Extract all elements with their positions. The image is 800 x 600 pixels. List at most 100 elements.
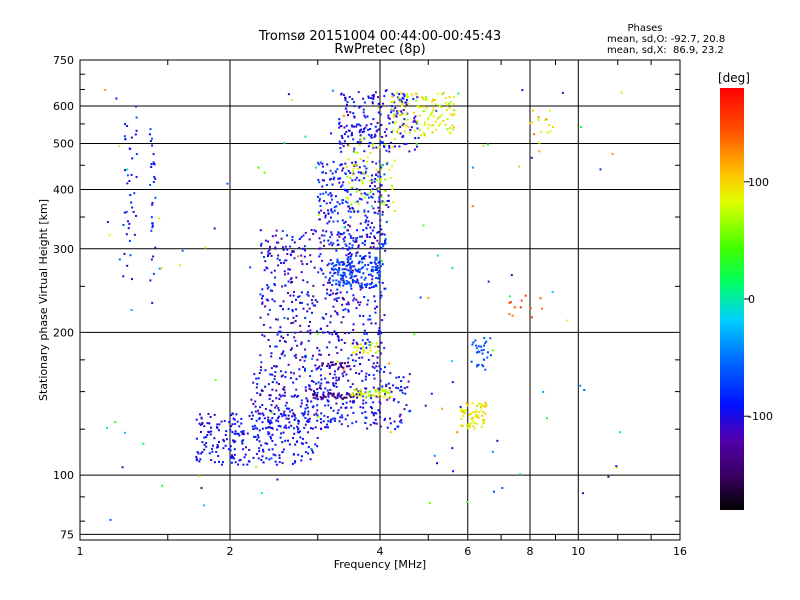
data-point — [204, 246, 207, 249]
data-point — [306, 263, 308, 265]
data-point — [275, 345, 278, 348]
data-point — [130, 173, 133, 176]
y-tick-label: 400 — [53, 184, 74, 197]
data-point — [213, 461, 216, 464]
data-point — [195, 418, 198, 421]
data-point — [317, 367, 320, 370]
data-point — [318, 349, 321, 352]
data-point — [426, 118, 429, 121]
data-point — [351, 98, 354, 101]
data-point — [264, 385, 267, 388]
data-point — [230, 461, 233, 464]
data-point — [279, 395, 282, 398]
data-point — [496, 439, 499, 442]
data-point — [338, 122, 341, 125]
data-point — [383, 233, 386, 236]
data-point — [200, 487, 203, 489]
data-point — [359, 388, 362, 391]
data-point — [299, 301, 301, 304]
data-point — [335, 249, 338, 252]
data-point — [258, 429, 261, 432]
data-point — [292, 316, 295, 319]
data-point — [324, 214, 327, 217]
data-point — [347, 365, 350, 368]
data-point — [445, 103, 448, 106]
data-point — [274, 276, 277, 279]
data-point — [312, 284, 315, 287]
data-point — [464, 409, 467, 411]
data-point — [373, 411, 376, 414]
data-point — [390, 111, 393, 114]
data-point — [340, 394, 343, 397]
data-point — [377, 200, 380, 203]
data-point — [346, 414, 349, 417]
data-point — [389, 372, 392, 375]
data-point — [379, 390, 382, 393]
data-point — [375, 258, 378, 261]
data-point — [278, 454, 281, 457]
data-point — [481, 414, 483, 417]
data-point — [253, 373, 256, 376]
data-point — [389, 417, 391, 420]
data-point — [302, 414, 305, 417]
data-point — [268, 458, 271, 461]
data-point — [246, 432, 249, 435]
data-point — [282, 337, 285, 339]
data-point — [338, 284, 341, 287]
data-point — [331, 394, 334, 397]
data-point — [364, 410, 367, 413]
data-point — [343, 133, 346, 136]
data-point — [121, 466, 124, 469]
data-point — [366, 282, 369, 285]
data-point — [351, 134, 353, 136]
data-point — [340, 364, 342, 367]
data-point — [337, 378, 340, 381]
data-point — [234, 461, 237, 464]
data-point — [300, 402, 303, 405]
colorbar-tick-label: 100 — [748, 176, 769, 189]
data-point — [471, 402, 474, 405]
data-point — [354, 164, 357, 167]
data-point — [269, 419, 272, 422]
data-point — [277, 420, 280, 423]
data-point — [387, 397, 390, 400]
data-point — [405, 124, 408, 127]
data-point — [410, 126, 413, 129]
data-point — [135, 214, 137, 217]
data-point — [360, 128, 363, 131]
data-point — [389, 177, 392, 180]
data-point — [323, 395, 326, 398]
data-point — [267, 286, 270, 289]
data-point — [300, 301, 303, 304]
data-point — [360, 276, 363, 279]
data-point — [368, 283, 371, 286]
data-point — [319, 161, 322, 164]
data-point — [269, 289, 272, 292]
data-point — [433, 454, 436, 457]
data-point — [350, 287, 353, 290]
data-point — [352, 395, 355, 398]
data-point — [332, 377, 335, 379]
x-tick-label: 8 — [527, 545, 534, 558]
data-point — [323, 239, 326, 242]
data-point — [484, 368, 487, 371]
data-point — [263, 269, 266, 272]
data-point — [416, 119, 419, 122]
data-point — [271, 417, 274, 420]
data-point — [391, 184, 393, 187]
data-point — [294, 417, 297, 420]
data-point — [347, 301, 350, 304]
data-point — [105, 426, 108, 429]
data-point — [308, 420, 311, 423]
data-point — [311, 406, 314, 409]
data-point — [229, 429, 232, 432]
data-point — [313, 413, 316, 416]
data-point — [333, 272, 336, 275]
data-point — [334, 264, 337, 267]
data-point — [368, 314, 371, 317]
data-point — [364, 221, 367, 224]
data-point — [377, 231, 380, 233]
data-point — [358, 356, 361, 359]
data-point — [408, 131, 411, 134]
data-point — [472, 419, 474, 422]
